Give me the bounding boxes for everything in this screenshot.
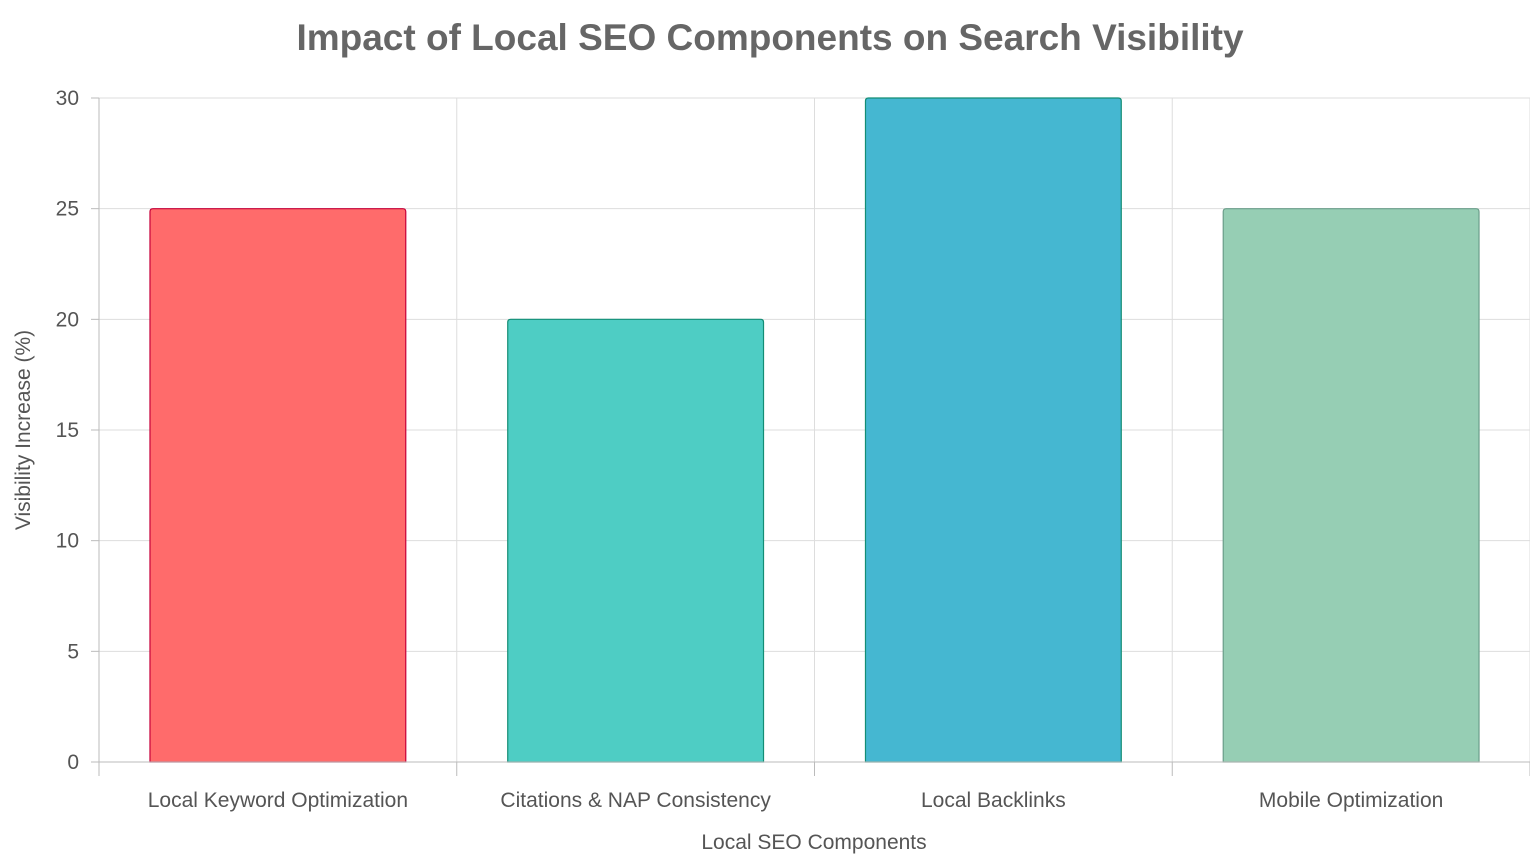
bar-citations-nap-consistency [507, 318, 765, 763]
bar-local-keyword-optimization [149, 208, 407, 763]
y-axis-title: Visibility Increase (%) [12, 330, 35, 530]
y-tick-label: 20 [56, 308, 79, 331]
y-tick-label: 10 [56, 530, 79, 553]
y-tick-label: 5 [67, 640, 79, 663]
tick-labels: 0 5 10 15 20 25 30 Local Keyword Optimization Ci… [56, 87, 1444, 812]
bar-local-backlinks [864, 97, 1122, 763]
x-tick-label: Mobile Optimization [1259, 789, 1443, 812]
axes [91, 97, 1530, 776]
chart-title: Impact of Local SEO Components on Search… [296, 17, 1244, 58]
y-tick-label: 0 [67, 751, 79, 774]
bars [149, 97, 1480, 763]
bar-mobile-optimization [1222, 208, 1480, 763]
x-tick-label: Local Keyword Optimization [148, 789, 408, 812]
y-tick-label: 25 [56, 198, 79, 221]
y-tick-label: 15 [56, 419, 79, 442]
x-tick-label: Local Backlinks [921, 789, 1066, 812]
x-tick-label: Citations & NAP Consistency [500, 789, 771, 812]
x-axis-title: Local SEO Components [701, 831, 926, 854]
y-tick-label: 30 [56, 87, 79, 110]
